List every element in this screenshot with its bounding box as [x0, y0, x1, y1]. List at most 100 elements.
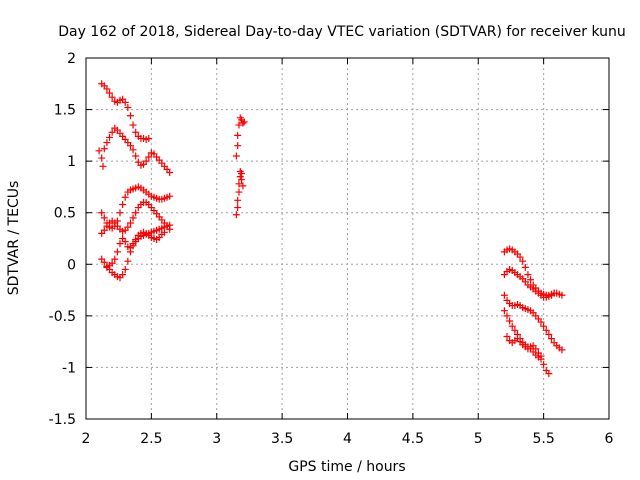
data-point	[124, 104, 132, 112]
plot-frame	[85, 57, 610, 420]
y-tick-label: -1	[62, 360, 76, 376]
data-point	[550, 289, 558, 297]
data-point	[500, 307, 508, 315]
data-point	[537, 318, 545, 326]
x-tick-label: 4	[343, 431, 352, 447]
data-point	[121, 98, 129, 106]
data-point	[95, 147, 103, 155]
data-point	[132, 128, 140, 136]
series-track-i	[500, 265, 558, 301]
data-point	[132, 152, 140, 160]
x-tick-labels: 2 2.5 3 3.5 4 4.5 5 5.5 6	[82, 431, 614, 447]
data-point	[132, 209, 140, 217]
series-track-a-high	[98, 80, 153, 143]
data-point	[126, 219, 134, 227]
data-point	[160, 228, 168, 236]
data-point	[238, 170, 246, 178]
data-point	[108, 93, 116, 101]
x-tick-label: 5	[474, 431, 483, 447]
x-tick-label: 6	[605, 431, 614, 447]
data-point	[126, 112, 134, 120]
data-point	[108, 259, 116, 267]
series-track-l	[503, 332, 545, 360]
y-tick-label: 0	[67, 257, 76, 273]
data-point	[235, 121, 243, 129]
data-point	[132, 236, 140, 244]
data-point	[129, 121, 137, 129]
data-points	[95, 80, 566, 378]
series-track-f	[232, 167, 247, 219]
x-tick-label: 3	[212, 431, 221, 447]
data-point	[235, 188, 243, 196]
series-track-e	[103, 228, 168, 271]
data-point	[145, 134, 153, 142]
data-point	[121, 238, 129, 246]
data-point	[524, 271, 532, 279]
data-point	[558, 346, 566, 354]
data-point	[129, 146, 137, 154]
data-point	[111, 255, 119, 263]
grid-lines	[86, 58, 609, 419]
data-point	[126, 244, 134, 252]
data-point	[103, 85, 111, 93]
series-track-c	[98, 198, 174, 237]
data-point	[100, 145, 108, 153]
x-tick-label: 5.5	[532, 431, 554, 447]
data-point	[532, 345, 540, 353]
data-point	[235, 180, 243, 188]
data-point	[124, 257, 132, 265]
chart-title: Day 162 of 2018, Sidereal Day-to-day VTE…	[58, 24, 626, 40]
data-point	[108, 128, 116, 136]
data-point	[540, 360, 548, 368]
y-tick-label: 2	[67, 51, 76, 67]
data-point	[500, 291, 508, 299]
x-tick-label: 2	[82, 431, 91, 447]
x-tick-label: 3.5	[271, 431, 293, 447]
data-point	[542, 326, 550, 334]
data-point	[232, 152, 240, 160]
data-point	[234, 142, 242, 150]
data-point	[540, 322, 548, 330]
data-point	[521, 263, 529, 271]
data-point	[113, 248, 121, 256]
data-point	[240, 118, 248, 126]
data-point	[126, 142, 134, 150]
y-tick-label: -0.5	[49, 309, 76, 325]
data-point	[506, 317, 514, 325]
data-point	[106, 89, 114, 97]
data-point	[119, 271, 127, 279]
y-tick-labels: -1.5 -1 -0.5 0 0.5 1 1.5 2	[49, 51, 76, 428]
data-point	[99, 162, 107, 170]
data-point	[121, 193, 129, 201]
data-point	[145, 153, 153, 161]
data-point	[166, 168, 174, 176]
data-point	[106, 133, 114, 141]
data-point	[116, 240, 124, 248]
data-point	[100, 226, 108, 234]
data-point	[508, 322, 516, 330]
x-axis-title: GPS time / hours	[288, 459, 405, 475]
series-track-g	[232, 114, 248, 160]
data-point	[547, 335, 555, 343]
y-tick-label: -1.5	[49, 412, 76, 428]
data-point	[234, 196, 242, 204]
data-point	[124, 223, 132, 231]
data-point	[98, 209, 106, 217]
data-point	[239, 119, 247, 127]
series-track-a-low	[95, 124, 174, 176]
x-tick-label: 4.5	[402, 431, 424, 447]
y-tick-label: 1.5	[54, 103, 76, 119]
data-point	[503, 312, 511, 320]
data-point	[100, 258, 108, 266]
series-track-j	[500, 291, 566, 354]
data-point	[166, 221, 174, 229]
data-point	[129, 240, 137, 248]
data-point	[121, 265, 129, 273]
data-point	[234, 204, 242, 212]
data-point	[129, 214, 137, 222]
data-point	[119, 200, 127, 208]
data-point	[100, 214, 108, 222]
y-tick-label: 1	[67, 154, 76, 170]
